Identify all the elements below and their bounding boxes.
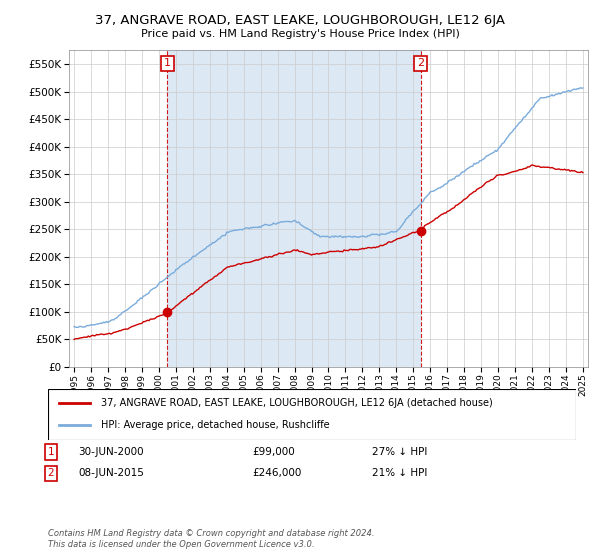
Text: 2: 2 (417, 58, 424, 68)
Bar (167, 50, 421, 367)
Text: £246,000: £246,000 (252, 468, 301, 478)
Text: £99,000: £99,000 (252, 447, 295, 457)
Text: 1: 1 (164, 58, 171, 68)
Text: 2: 2 (47, 468, 55, 478)
Text: 21% ↓ HPI: 21% ↓ HPI (372, 468, 427, 478)
Text: 27% ↓ HPI: 27% ↓ HPI (372, 447, 427, 457)
Text: 37, ANGRAVE ROAD, EAST LEAKE, LOUGHBOROUGH, LE12 6JA: 37, ANGRAVE ROAD, EAST LEAKE, LOUGHBOROU… (95, 14, 505, 27)
Text: 37, ANGRAVE ROAD, EAST LEAKE, LOUGHBOROUGH, LE12 6JA (detached house): 37, ANGRAVE ROAD, EAST LEAKE, LOUGHBOROU… (101, 398, 493, 408)
Text: HPI: Average price, detached house, Rushcliffe: HPI: Average price, detached house, Rush… (101, 421, 329, 431)
Text: 1: 1 (47, 447, 55, 457)
Text: 30-JUN-2000: 30-JUN-2000 (78, 447, 143, 457)
Text: Contains HM Land Registry data © Crown copyright and database right 2024.
This d: Contains HM Land Registry data © Crown c… (48, 529, 374, 549)
Text: Price paid vs. HM Land Registry's House Price Index (HPI): Price paid vs. HM Land Registry's House … (140, 29, 460, 39)
Text: 08-JUN-2015: 08-JUN-2015 (78, 468, 144, 478)
FancyBboxPatch shape (48, 389, 576, 440)
